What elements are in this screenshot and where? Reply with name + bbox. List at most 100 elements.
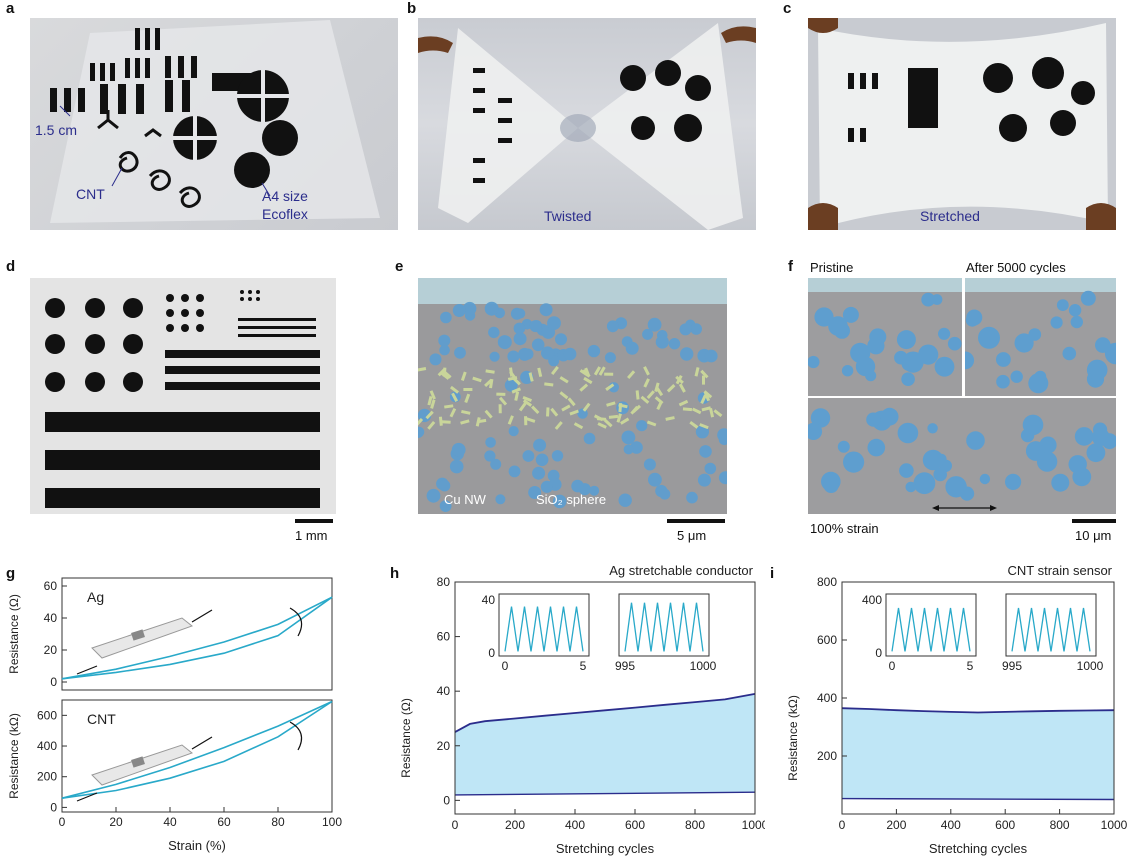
- i-xtick-label: 200: [886, 818, 906, 832]
- printed-patterns-a: [50, 20, 380, 223]
- label-cu-nw: Cu NW: [444, 492, 486, 507]
- h-xtick-label: 1000: [742, 818, 765, 832]
- panel-label-i: i: [770, 565, 775, 582]
- g-cnt-series-line-1: [61, 700, 333, 799]
- g-cnt-ytick-label: 200: [37, 770, 57, 784]
- g-cnt-frame: [61, 699, 333, 813]
- stretched-film: [808, 18, 1116, 230]
- i-xlabel: Stretching cycles: [929, 841, 1028, 856]
- i-inset-trace-0: [891, 607, 971, 652]
- sem-e-cross-section: Cu NW SiO₂ sphere: [418, 278, 727, 514]
- g-cnt-ytick-label: 600: [37, 708, 57, 722]
- g-cnt-series-label: CNT: [87, 711, 116, 727]
- scale-label-f: 10 μm: [1075, 528, 1112, 543]
- label-sio2-sphere: SiO₂ sphere: [536, 492, 607, 507]
- photo-c-stretched: Stretched: [808, 18, 1116, 230]
- label-cnt: CNT: [76, 186, 105, 202]
- scalebar-f: [1072, 519, 1116, 523]
- i-inset-ytick-0: 400: [862, 593, 882, 607]
- i-inset-ytick-0: 0: [875, 646, 882, 660]
- label-pristine: Pristine: [810, 260, 854, 275]
- panel-label-b: b: [407, 0, 417, 17]
- g-ag-ytick-label: 0: [50, 675, 57, 689]
- g-xtick-label: 40: [163, 815, 177, 829]
- g-ag-cycle-arrow: [289, 607, 303, 637]
- h-inset-trace-1: [624, 602, 704, 652]
- h-area-fill: [455, 693, 755, 795]
- i-xtick-label: 600: [995, 818, 1015, 832]
- g-ag-device-electrode: [131, 629, 145, 641]
- h-ytick-label: 20: [437, 739, 451, 753]
- panel-label-a: a: [6, 0, 15, 17]
- g-xtick-label: 100: [322, 815, 342, 829]
- i-inset-xtick-0: 5: [967, 659, 974, 673]
- panel-label-c: c: [783, 0, 792, 17]
- h-ytick-label: 60: [437, 630, 451, 644]
- i-xtick-label: 800: [1050, 818, 1070, 832]
- g-xlabel: Strain (%): [168, 838, 226, 853]
- g-ag-ytick-label: 40: [44, 611, 58, 625]
- i-xtick-label: 0: [839, 818, 846, 832]
- dots-and-lines: [45, 290, 320, 508]
- scalebar-e: [667, 519, 725, 523]
- i-inset-frame-0: [885, 593, 977, 657]
- i-inset-xtick-1: 995: [1002, 659, 1022, 673]
- panel-label-h: h: [390, 565, 400, 582]
- g-ag-series-label: Ag: [87, 589, 104, 605]
- twisted-film: [418, 23, 756, 230]
- photo-b-twisted: Twisted: [418, 18, 756, 230]
- h-inset-ytick-0: 40: [482, 593, 496, 607]
- label-ecoflex: Ecoflex: [262, 206, 308, 222]
- i-lower-line: [841, 797, 1115, 801]
- i-xtick-label: 1000: [1101, 818, 1128, 832]
- panel-label-f: f: [788, 258, 793, 275]
- g-xtick-label: 0: [59, 815, 66, 829]
- sem-f-after-cycles: [965, 278, 1116, 396]
- panel-label-e: e: [395, 258, 404, 275]
- g-ag-series-line-1: [61, 596, 333, 680]
- h-xtick-label: 200: [505, 818, 525, 832]
- sem-f-strained: [808, 398, 1116, 514]
- i-ytick-label: 600: [817, 633, 837, 647]
- h-inset-xtick-1: 1000: [690, 659, 717, 673]
- photo-d-printed-patterns: [30, 278, 336, 514]
- i-ytick-label: 400: [817, 691, 837, 705]
- g-xtick-label: 60: [217, 815, 231, 829]
- i-ytick-label: 800: [817, 575, 837, 589]
- label-dimension: 1.5 cm: [35, 122, 78, 138]
- h-ylabel: Resistance (Ω): [399, 698, 413, 778]
- i-area-fill: [842, 708, 1114, 800]
- label-after-cycles: After 5000 cycles: [966, 260, 1066, 275]
- i-inset-xtick-1: 1000: [1077, 659, 1104, 673]
- h-inset-frame-0: [498, 593, 590, 657]
- g-xtick-label: 80: [271, 815, 285, 829]
- g-cnt-device-electrode: [131, 756, 145, 768]
- sem-spheres-and-nanowires: [418, 278, 727, 512]
- g-cnt-cycle-arrow: [289, 721, 303, 751]
- h-xlabel: Stretching cycles: [556, 841, 655, 856]
- photo-a-a4-ecoflex: 1.5 cm CNT A4 size Ecoflex: [30, 18, 398, 230]
- h-title: Ag stretchable conductor: [609, 563, 753, 578]
- h-xtick-label: 800: [685, 818, 705, 832]
- g-ag-ylabel: Resistance (Ω): [7, 594, 21, 674]
- h-xtick-label: 0: [452, 818, 459, 832]
- h-inset-trace-0: [504, 606, 584, 652]
- g-cnt-ytick-label: 0: [50, 800, 57, 814]
- i-inset-frame-1: [1005, 593, 1097, 657]
- h-upper-line: [454, 693, 756, 733]
- g-cnt-ytick-label: 400: [37, 739, 57, 753]
- i-inset-trace-1: [1011, 607, 1091, 652]
- i-title: CNT strain sensor: [1007, 563, 1112, 578]
- caption-twisted: Twisted: [544, 208, 592, 224]
- scale-label-e: 5 μm: [677, 528, 707, 543]
- sem-f-pristine: [808, 278, 962, 396]
- h-lower-line: [454, 791, 756, 796]
- g-cnt-series-line-0: [61, 700, 333, 799]
- g-cnt-arrow-left: [76, 792, 98, 802]
- h-inset-xtick-1: 995: [615, 659, 635, 673]
- h-inset-xtick-0: 0: [502, 659, 509, 673]
- panel-label-g: g: [6, 565, 16, 582]
- label-100-strain: 100% strain: [810, 521, 879, 536]
- g-ag-arrow-left: [76, 665, 98, 675]
